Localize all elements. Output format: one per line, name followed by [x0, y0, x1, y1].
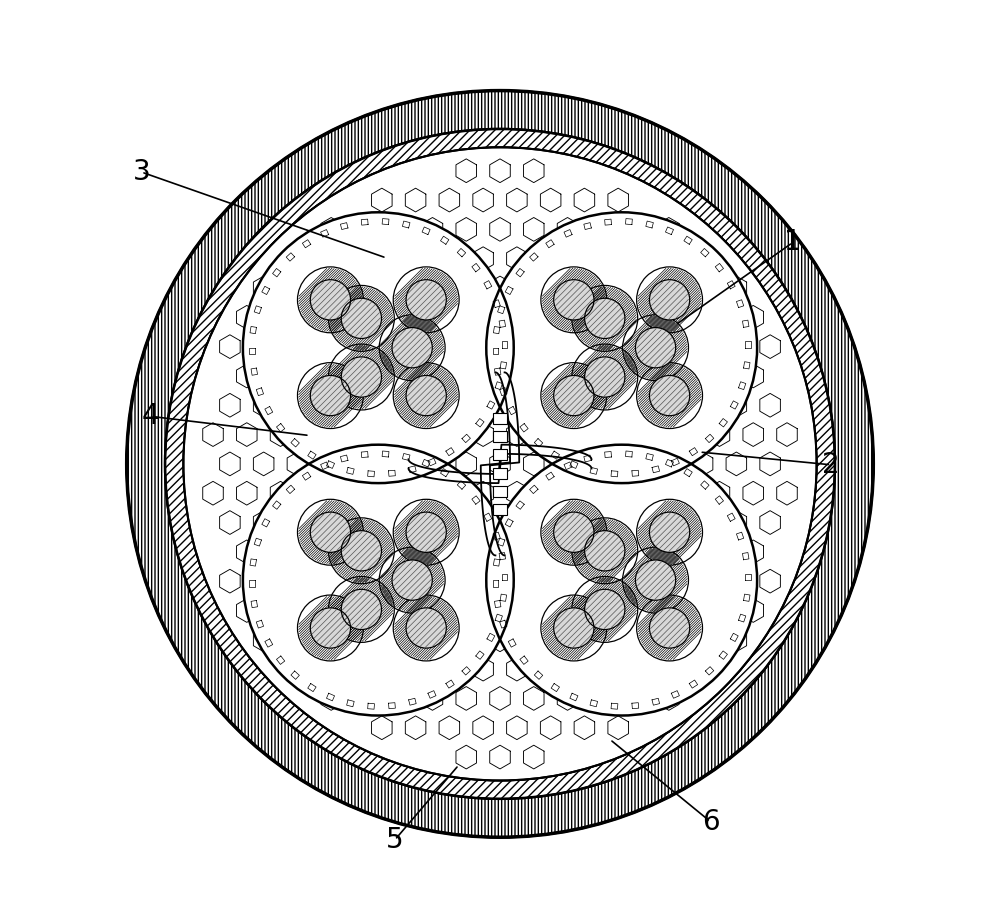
Circle shape [341, 531, 382, 571]
Circle shape [649, 512, 690, 553]
Circle shape [635, 328, 676, 368]
Circle shape [572, 518, 638, 584]
Circle shape [310, 280, 351, 320]
Circle shape [328, 344, 394, 410]
FancyBboxPatch shape [493, 431, 507, 442]
Text: 4: 4 [142, 403, 159, 430]
Circle shape [297, 362, 363, 428]
Circle shape [585, 298, 625, 339]
Circle shape [649, 375, 690, 415]
Circle shape [554, 608, 594, 648]
Circle shape [297, 267, 363, 333]
Circle shape [379, 315, 445, 381]
Circle shape [310, 375, 351, 415]
FancyBboxPatch shape [493, 504, 507, 515]
Circle shape [623, 315, 688, 381]
Circle shape [328, 576, 394, 642]
Circle shape [341, 357, 382, 397]
Circle shape [392, 560, 432, 600]
Circle shape [243, 445, 514, 716]
Circle shape [541, 267, 607, 333]
Circle shape [623, 547, 688, 613]
Circle shape [328, 518, 394, 584]
Circle shape [406, 375, 446, 415]
Circle shape [486, 445, 757, 716]
Circle shape [341, 589, 382, 630]
Circle shape [572, 285, 638, 351]
Circle shape [393, 267, 459, 333]
Circle shape [341, 298, 382, 339]
Circle shape [486, 212, 757, 483]
Circle shape [554, 375, 594, 415]
Circle shape [585, 357, 625, 397]
Text: 5: 5 [386, 826, 404, 854]
Circle shape [393, 595, 459, 661]
Circle shape [637, 267, 703, 333]
Circle shape [406, 512, 446, 553]
Circle shape [310, 608, 351, 648]
Circle shape [406, 280, 446, 320]
Circle shape [585, 531, 625, 571]
FancyBboxPatch shape [493, 449, 507, 460]
Wedge shape [127, 91, 873, 837]
Circle shape [649, 608, 690, 648]
Circle shape [637, 500, 703, 565]
Circle shape [541, 500, 607, 565]
Text: 2: 2 [822, 451, 840, 479]
Circle shape [572, 344, 638, 410]
Circle shape [328, 285, 394, 351]
Wedge shape [165, 129, 835, 799]
Circle shape [392, 328, 432, 368]
Circle shape [541, 595, 607, 661]
Circle shape [637, 362, 703, 428]
Circle shape [310, 512, 351, 553]
FancyBboxPatch shape [493, 486, 507, 497]
Circle shape [297, 595, 363, 661]
Circle shape [297, 500, 363, 565]
Circle shape [637, 595, 703, 661]
Text: 3: 3 [132, 158, 150, 186]
Circle shape [243, 212, 514, 483]
Circle shape [541, 362, 607, 428]
Circle shape [585, 589, 625, 630]
Circle shape [572, 576, 638, 642]
Circle shape [122, 86, 878, 842]
FancyBboxPatch shape [493, 413, 507, 424]
Circle shape [554, 512, 594, 553]
Circle shape [406, 608, 446, 648]
Circle shape [183, 147, 817, 780]
Circle shape [635, 560, 676, 600]
Circle shape [379, 547, 445, 613]
Text: 1: 1 [784, 229, 802, 256]
Circle shape [649, 280, 690, 320]
Circle shape [393, 500, 459, 565]
Text: 6: 6 [702, 808, 719, 835]
Circle shape [554, 280, 594, 320]
FancyBboxPatch shape [493, 468, 507, 479]
Circle shape [393, 362, 459, 428]
